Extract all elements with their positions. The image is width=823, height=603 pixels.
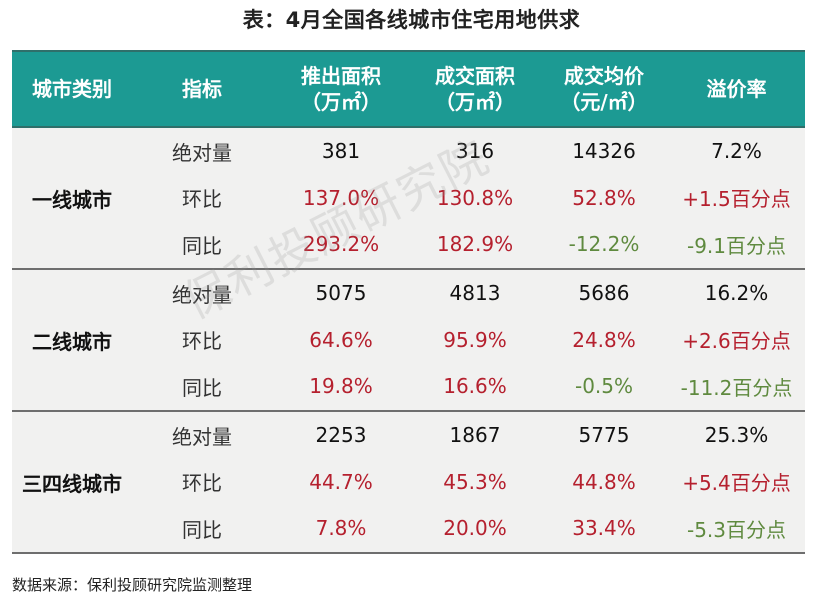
group-tier3-4: 三四线城市 绝对量 2253 1867 5775 25.3% 环比 44.7% … (12, 412, 805, 554)
group-tier2: 二线城市 绝对量 5075 4813 5686 16.2% 环比 64.6% 9… (12, 270, 805, 412)
group-label: 二线城市 (32, 329, 112, 354)
table-header: 城市类别 指标 推出面积 （万㎡） 成交面积 （万㎡） 成交均价 （元/㎡） 溢… (12, 50, 805, 128)
group-label: 一线城市 (32, 187, 112, 212)
header-launched-area: 推出面积 （万㎡） (301, 64, 381, 114)
group-label: 三四线城市 (22, 471, 122, 496)
table-row: 环比 137.0% 130.8% 52.8% +1.5百分点 (182, 185, 791, 212)
group-tier1: 一线城市 绝对量 381 316 14326 7.2% 环比 137.0% 13… (12, 128, 805, 270)
table-row: 绝对量 381 316 14326 7.2% (172, 139, 762, 165)
table-row: 同比 293.2% 182.9% -12.2% -9.1百分点 (182, 232, 787, 258)
table-row: 同比 19.8% 16.6% -0.5% -11.2百分点 (182, 374, 793, 400)
table-row: 环比 64.6% 95.9% 24.8% +2.6百分点 (182, 327, 791, 354)
supply-demand-table: 城市类别 指标 推出面积 （万㎡） 成交面积 （万㎡） 成交均价 （元/㎡） 溢… (12, 50, 805, 554)
header-premium-rate: 溢价率 (706, 77, 767, 101)
header-avg-price: 成交均价 （元/㎡） (560, 64, 648, 114)
data-source-note: 数据来源：保利投顾研究院监测整理 (12, 576, 253, 594)
header-city-category: 城市类别 (32, 77, 112, 101)
header-indicator: 指标 (182, 77, 222, 101)
table-title: 表：4月全国各线城市住宅用地供求 (242, 8, 581, 32)
table-row: 绝对量 2253 1867 5775 25.3% (172, 423, 769, 449)
header-sold-area: 成交面积 （万㎡） (435, 64, 515, 114)
table-row: 绝对量 5075 4813 5686 16.2% (172, 281, 769, 307)
table-row: 环比 44.7% 45.3% 44.8% +5.4百分点 (182, 469, 791, 496)
table-row: 同比 7.8% 20.0% 33.4% -5.3百分点 (182, 516, 787, 542)
